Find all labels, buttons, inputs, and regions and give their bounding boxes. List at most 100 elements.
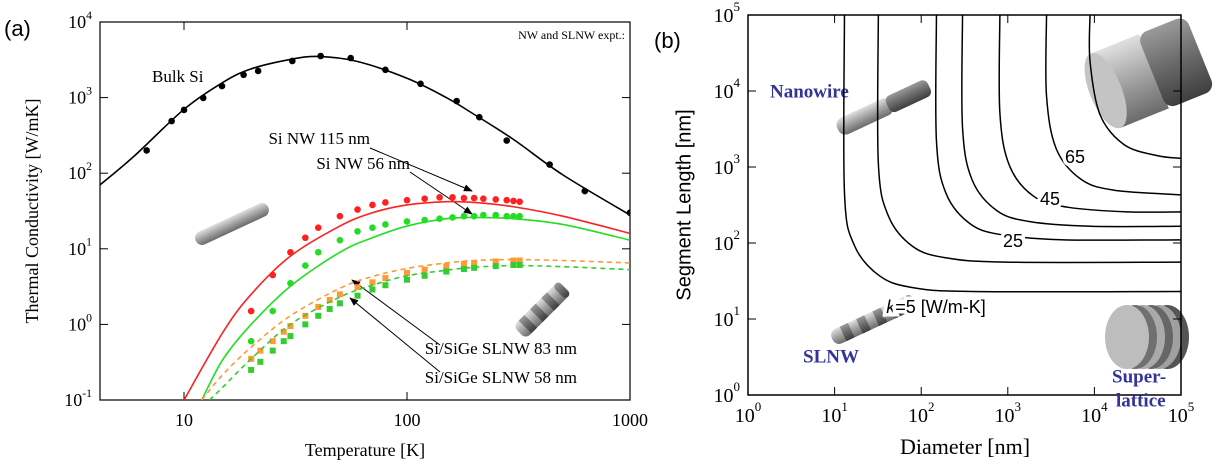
data-point (336, 300, 343, 307)
data-point (382, 221, 389, 228)
series-label: Si/SiGe SLNW 58 nm (425, 368, 577, 387)
arrow (349, 297, 441, 373)
tick-label-base: 10 (68, 163, 86, 183)
tick-label-base: 10 (714, 157, 734, 179)
data-point (302, 234, 309, 242)
nanowire-icon (195, 203, 269, 245)
tick-label-base: 10 (714, 309, 734, 331)
data-point (369, 201, 376, 209)
data-point (510, 257, 517, 264)
arrow (369, 147, 473, 192)
model-line (183, 200, 630, 400)
bulk-cylinder-icon (1084, 18, 1213, 129)
arrow (351, 279, 441, 346)
tick-label-base: 10 (714, 385, 734, 407)
tick-label-exponent: 2 (86, 160, 92, 173)
tick-label-base: 10 (68, 88, 86, 108)
data-point (257, 347, 264, 354)
data-point (287, 248, 294, 256)
data-point (492, 263, 499, 270)
tick-label-exponent: -1 (82, 387, 92, 400)
data-point (287, 279, 294, 287)
tick-label-base: 10 (821, 405, 841, 427)
panel-label: (a) (4, 16, 31, 41)
data-point (460, 194, 468, 202)
contour-label-text: 25 (1003, 231, 1023, 251)
tick-label: 103 (68, 84, 92, 108)
data-point (403, 218, 411, 225)
series-label: Si/SiGe SLNW 83 nm (425, 339, 577, 358)
data-point (317, 52, 324, 60)
superlattice-icon (1105, 305, 1189, 369)
tick-label-exponent: 1 (734, 303, 741, 318)
tick-label: 103 (995, 399, 1022, 427)
tick-label-base: 10 (68, 239, 86, 259)
data-point (480, 211, 487, 219)
data-point (254, 67, 262, 75)
data-point (287, 333, 294, 340)
data-point (336, 236, 344, 244)
data-point (404, 276, 411, 283)
series-label: Bulk Si (152, 67, 204, 86)
contour-label-text: 65 (1065, 147, 1085, 167)
data-point (421, 272, 428, 279)
data-point (470, 194, 478, 202)
data-point (470, 212, 478, 220)
tick-label-base: 10 (1168, 405, 1188, 427)
data-point (199, 94, 207, 102)
tick-label: 100 (714, 379, 741, 407)
tick-label: 102 (68, 160, 92, 184)
data-point (449, 193, 456, 201)
contour-line (998, 15, 1181, 213)
data-point (516, 212, 523, 220)
data-point (369, 286, 376, 293)
tick-label-exponent: 5 (734, 0, 741, 14)
data-point (247, 307, 255, 315)
tick-label: 105 (1168, 399, 1195, 427)
tick-label-exponent: 4 (734, 75, 741, 90)
data-point (382, 199, 389, 206)
annotation: SLNW (803, 346, 859, 367)
data-point (581, 187, 589, 195)
tick-label: 101 (714, 303, 741, 331)
contour-line (1088, 15, 1181, 160)
data-point (326, 305, 333, 312)
plot-frame (747, 14, 1182, 396)
series-label: Si NW 115 nm (268, 129, 370, 148)
plot-area (100, 52, 630, 400)
y-axis-label: Segment Length [nm] (673, 109, 695, 300)
data-point (302, 262, 309, 269)
data-point (546, 161, 553, 168)
data-point (314, 224, 322, 232)
data-point (287, 323, 294, 330)
data-point (143, 147, 150, 154)
data-point (471, 259, 478, 266)
data-point (336, 291, 343, 298)
data-point (354, 292, 361, 299)
data-point (480, 195, 487, 202)
tick-label-exponent: 1 (841, 399, 848, 414)
tick-label-base: 10 (68, 12, 86, 32)
tick-label: 101 (68, 235, 92, 259)
tick-label-exponent: 2 (928, 399, 935, 414)
data-point (460, 266, 467, 273)
contour-label: 65 (1065, 147, 1085, 167)
data-point (218, 82, 226, 90)
tick-label-base: 10 (995, 405, 1015, 427)
data-point (516, 262, 523, 269)
annotation: lattice (1116, 390, 1166, 411)
tick-label-base: 10 (714, 233, 734, 255)
y-axis-label: Thermal Conductivity [W/mK] (22, 99, 42, 324)
data-point (289, 57, 296, 65)
data-point (168, 117, 175, 125)
data-point (369, 224, 376, 232)
data-point (269, 347, 276, 354)
annotation: NW and SLNW expt.: (518, 28, 625, 42)
tick-label: 100 (735, 399, 762, 427)
tick-label: 101 (821, 399, 848, 427)
data-point (280, 338, 287, 345)
tick-label: 102 (908, 399, 935, 427)
tick-label: 105 (714, 0, 741, 27)
